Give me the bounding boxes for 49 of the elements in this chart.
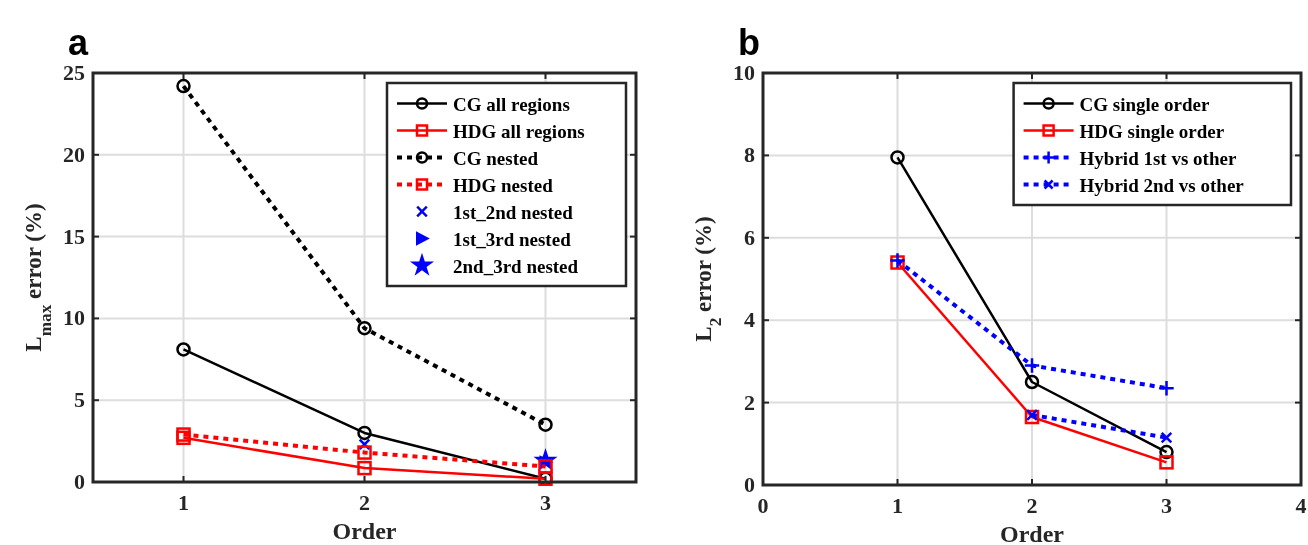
- y-tick-label: 10: [63, 305, 85, 331]
- chart-title: a: [68, 22, 89, 63]
- legend-label: Hybrid 1st vs other: [1079, 147, 1237, 169]
- legend-label: Hybrid 2nd vs other: [1079, 174, 1245, 196]
- y-tick-label: 25: [63, 60, 85, 85]
- point: [176, 427, 191, 442]
- y-tick-label: 8: [744, 142, 755, 168]
- legend-label: CG nested: [453, 147, 539, 169]
- x-tick-label: 1: [178, 490, 189, 515]
- point: [357, 320, 372, 336]
- point: [176, 342, 191, 357]
- point: [176, 78, 191, 94]
- x-axis-title: Order: [1000, 521, 1065, 545]
- point: [1160, 431, 1173, 444]
- x-tick-label: 3: [540, 490, 551, 515]
- chart-title: b: [738, 22, 760, 63]
- legend-label: CG single order: [1079, 93, 1210, 115]
- point: [890, 150, 905, 165]
- legend-label: HDG single order: [1079, 120, 1225, 142]
- legend-label: 1st_2nd nested: [453, 201, 574, 223]
- legend-label: 1st_3rd nested: [453, 228, 572, 250]
- x-tick-label: 1: [892, 493, 903, 518]
- x-tick-label: 4: [1295, 493, 1307, 518]
- point: [1159, 455, 1174, 470]
- point: [1024, 374, 1040, 390]
- y-tick-label: 2: [744, 389, 755, 415]
- y-tick-label: 0: [744, 472, 755, 497]
- x-tick-label: 2: [359, 490, 370, 515]
- legend-label: HDG all regions: [453, 120, 585, 142]
- point: [176, 430, 191, 446]
- y-tick-label: 6: [744, 224, 755, 250]
- point: [357, 425, 372, 441]
- point: [538, 417, 553, 432]
- point: [1023, 357, 1041, 374]
- y-tick-label: 15: [63, 223, 85, 249]
- y-tick-label: 0: [74, 469, 85, 494]
- y-tick-label: 20: [63, 141, 85, 167]
- y-tick-label: 5: [74, 387, 85, 413]
- point: [357, 460, 372, 476]
- x-axis-title: Order: [332, 518, 397, 544]
- point: [357, 445, 372, 460]
- legend-label: CG all regions: [453, 93, 570, 115]
- x-tick-label: 3: [1161, 493, 1172, 518]
- point: [1158, 379, 1175, 397]
- x-tick-label: 2: [1026, 493, 1038, 518]
- y-tick-label: 4: [744, 307, 755, 333]
- legend-label: HDG nested: [453, 174, 554, 196]
- legend-label: 2nd_3rd nested: [453, 255, 579, 277]
- y-tick-label: 10: [733, 60, 755, 85]
